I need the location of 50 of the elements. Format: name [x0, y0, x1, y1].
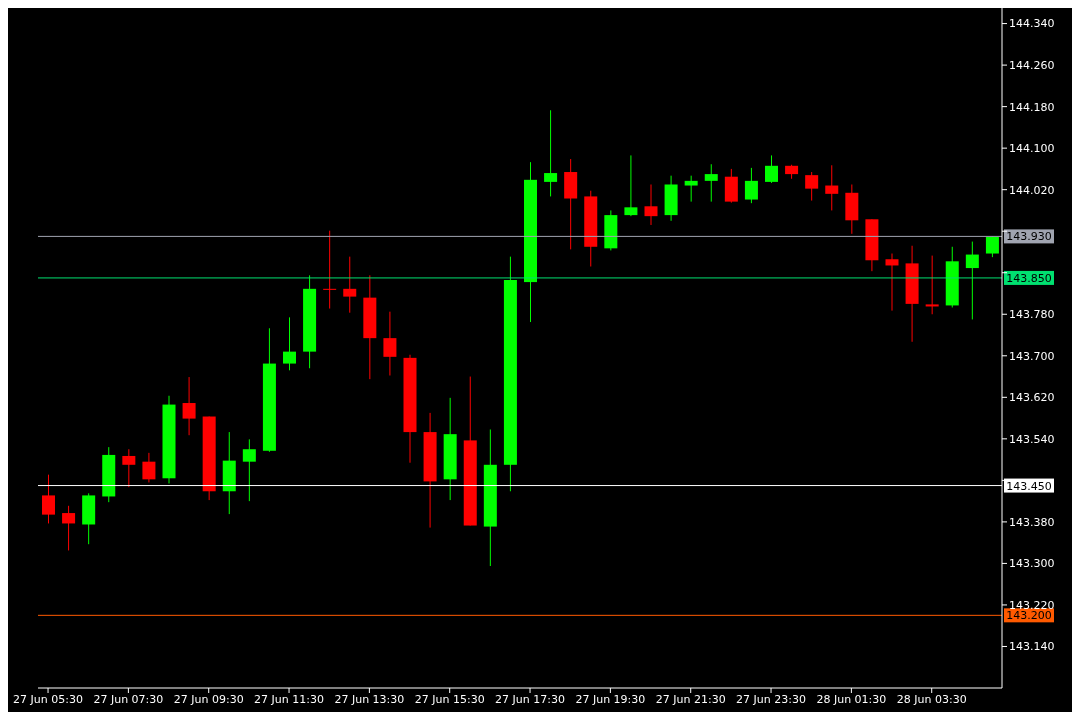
text: 143.140 [1009, 640, 1055, 654]
text: 144.260 [1009, 59, 1055, 72]
candlestick [765, 154, 778, 184]
text: 143.300 [1009, 557, 1055, 571]
candlestick [42, 474, 55, 524]
x-tick-label: 27 Jun 07:30 [93, 692, 164, 706]
candlestick [825, 164, 839, 211]
candlestick [744, 167, 758, 204]
candlestick [343, 256, 357, 314]
ref-line-label: 143.850 [1006, 271, 1052, 285]
x-tick-label: 27 Jun 09:30 [173, 692, 244, 706]
ref-line-label: 143.450 [1006, 479, 1052, 493]
candlestick [283, 316, 296, 371]
text: 144.100 [1009, 142, 1055, 156]
text: 143.700 [1009, 349, 1055, 363]
x-tick-label: 27 Jun 19:30 [575, 692, 646, 706]
candlestick [684, 175, 698, 203]
candlestick [805, 171, 819, 202]
candlestick [242, 438, 256, 502]
x-tick-label: 27 Jun 13:30 [334, 692, 405, 706]
candlestick [624, 154, 638, 217]
candlestick [383, 311, 397, 377]
candlestick [182, 376, 196, 436]
text: 143.540 [1009, 432, 1055, 446]
x-tick-label: 28 Jun 03:30 [896, 692, 967, 706]
x-tick-label: 27 Jun 23:30 [736, 692, 806, 706]
candlestick [965, 241, 979, 320]
ref-line-label: 143.930 [1006, 230, 1052, 244]
ref-line-label: 143.200 [1006, 609, 1052, 623]
text: 143.780 [1009, 308, 1055, 322]
x-tick-label: 28 Jun 01:30 [816, 692, 887, 706]
text: 144.180 [1009, 100, 1055, 114]
candlestick [62, 505, 76, 551]
candlestick [544, 109, 558, 197]
candlestick [323, 230, 337, 310]
x-tick-label: 27 Jun 05:30 [13, 692, 83, 706]
candlestick [704, 163, 718, 203]
candlestick [885, 253, 899, 312]
candlestick [644, 183, 658, 226]
x-tick-label: 27 Jun 11:30 [254, 692, 324, 706]
candlestick [122, 448, 136, 488]
text: 144.020 [1009, 183, 1055, 197]
x-tick-label: 27 Jun 21:30 [655, 692, 726, 706]
x-tick-label: 27 Jun 17:30 [495, 692, 565, 706]
text: 143.620 [1009, 391, 1055, 405]
candlestick [925, 255, 939, 315]
text: 143.380 [1009, 515, 1055, 529]
x-tick-label: 27 Jun 15:30 [414, 692, 485, 706]
text: 144.340 [1009, 17, 1055, 31]
candlestick [142, 452, 156, 483]
